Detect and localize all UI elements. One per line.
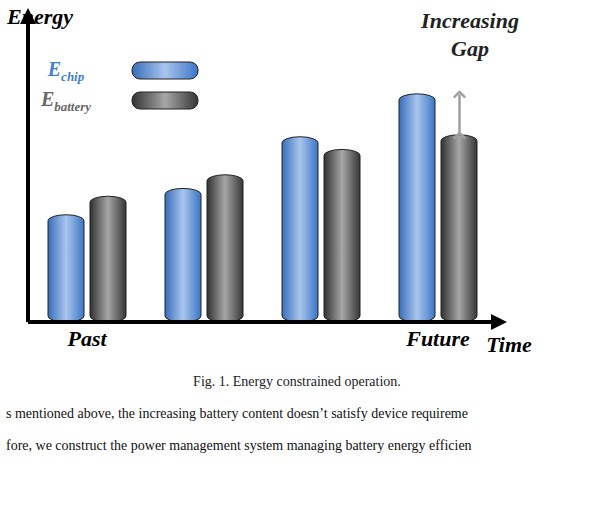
svg-text:Time: Time [486,332,532,357]
svg-text:Ebattery: Ebattery [40,88,91,114]
svg-text:Echip: Echip [47,58,85,84]
html-text:fore, we construct the power m: fore, we construct the power management … [6,438,472,453]
svg-text:Energy: Energy [6,4,73,29]
svg-text:Future: Future [405,326,470,351]
svg-text:Past: Past [66,326,107,351]
html-text:s mentioned above, the increas: s mentioned above, the increasing batter… [6,406,468,421]
html-text:Fig. 1. Energy constrained ope: Fig. 1. Energy constrained operation. [193,374,401,389]
svg-text:IncreasingGap: IncreasingGap [420,8,519,61]
